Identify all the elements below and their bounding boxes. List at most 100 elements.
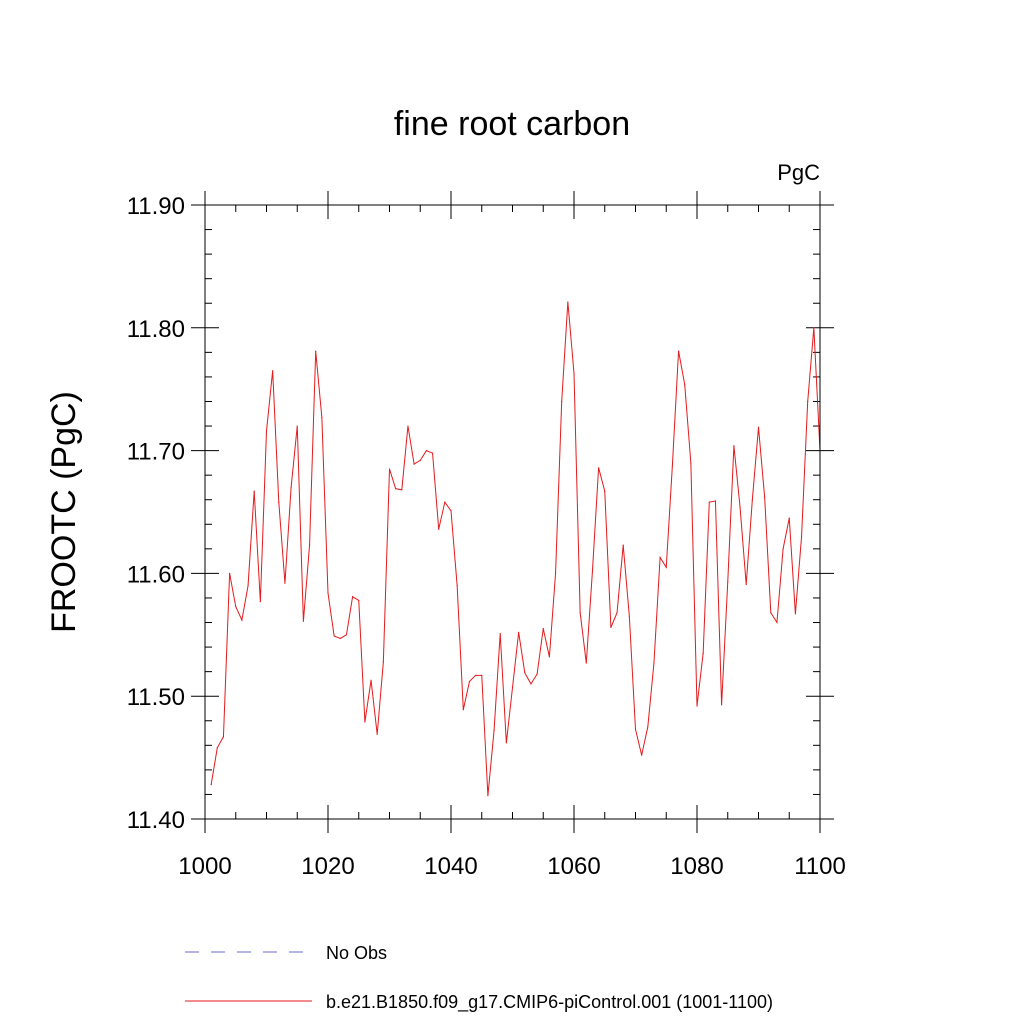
data-point <box>327 592 329 594</box>
data-point <box>493 729 495 732</box>
y-tick-label: 11.60 <box>127 561 185 588</box>
data-points <box>210 301 821 797</box>
y-tick-label: 11.50 <box>127 684 185 711</box>
plot-frame <box>204 204 821 820</box>
data-point <box>401 489 403 491</box>
data-point <box>395 488 397 490</box>
data-point <box>647 726 649 728</box>
chart-title: fine root carbon <box>394 105 630 143</box>
data-point <box>733 445 735 447</box>
data-point <box>333 635 335 637</box>
data-point <box>370 679 372 681</box>
data-point <box>585 662 587 664</box>
data-point <box>604 490 606 492</box>
data-point <box>794 613 797 615</box>
data-point <box>339 637 341 640</box>
data-point <box>407 425 409 427</box>
data-point <box>567 301 569 303</box>
data-point <box>696 705 698 707</box>
y-tick-label: 11.40 <box>127 807 185 834</box>
axis-ticks <box>191 191 834 833</box>
data-point <box>659 556 661 559</box>
data-point <box>345 634 348 636</box>
data-point <box>641 754 643 756</box>
data-point <box>579 612 581 614</box>
data-series-line <box>210 301 821 796</box>
data-point <box>505 742 507 744</box>
data-point <box>253 490 255 492</box>
data-point <box>431 452 434 454</box>
y-axis-label: FROOTC (PgC) <box>45 391 83 633</box>
data-point <box>444 501 446 503</box>
data-point <box>511 687 514 689</box>
y-tick-label: 11.70 <box>127 439 185 466</box>
data-point <box>413 463 415 465</box>
x-tick-label: 1040 <box>424 853 477 880</box>
data-point <box>530 683 532 685</box>
data-point <box>358 599 360 602</box>
data-point <box>388 468 391 470</box>
data-point <box>462 709 464 711</box>
y-tick-labels: 11.40 11.50 11.60 11.70 11.80 11.90 <box>127 193 185 834</box>
data-point <box>721 704 723 706</box>
data-point <box>770 612 772 614</box>
x-tick-label: 1020 <box>301 853 354 880</box>
legend: No Obs b.e21.B1850.f09_g17.CMIP6-piContr… <box>185 943 773 1013</box>
data-point <box>290 486 292 489</box>
data-point <box>302 620 304 622</box>
data-point <box>788 517 790 519</box>
data-point <box>278 501 280 503</box>
data-point <box>714 500 717 502</box>
data-point <box>284 582 286 584</box>
data-point <box>364 721 366 723</box>
data-point <box>456 585 458 587</box>
data-point <box>315 350 317 352</box>
data-point <box>757 426 760 428</box>
data-point <box>382 661 384 663</box>
data-point <box>499 632 501 635</box>
data-point <box>813 327 815 329</box>
legend-label-control: b.e21.B1850.f09_g17.CMIP6-piControl.001 … <box>326 992 773 1013</box>
data-point <box>536 673 538 675</box>
data-point <box>727 581 729 583</box>
data-point <box>739 506 741 508</box>
data-point <box>296 425 298 427</box>
data-point <box>247 585 249 587</box>
data-point <box>419 459 421 462</box>
data-point <box>548 656 551 658</box>
data-point <box>481 674 483 676</box>
data-point <box>665 566 667 568</box>
data-point <box>450 510 452 512</box>
x-tick-label: 1100 <box>794 853 846 880</box>
y-tick-label: 11.90 <box>127 193 185 220</box>
data-point <box>259 601 261 603</box>
data-point <box>524 672 526 674</box>
data-point <box>634 728 637 730</box>
data-point <box>610 626 612 629</box>
data-point <box>628 615 630 617</box>
data-point <box>308 544 311 546</box>
data-point <box>438 528 440 530</box>
data-point <box>677 350 680 352</box>
data-point <box>702 652 704 654</box>
data-point <box>210 784 212 786</box>
data-point <box>573 372 575 374</box>
data-point <box>272 370 274 372</box>
data-point <box>782 548 784 550</box>
y-tick-label: 11.80 <box>127 316 185 343</box>
data-point <box>554 572 557 575</box>
data-point <box>616 612 618 614</box>
x-tick-labels: 1000 1020 1040 1060 1080 1100 <box>178 853 846 880</box>
data-point <box>591 570 594 572</box>
data-point <box>708 501 710 503</box>
data-point <box>800 535 803 538</box>
data-point <box>598 467 600 469</box>
data-point <box>561 400 563 403</box>
data-point <box>321 416 323 419</box>
data-point <box>622 544 624 546</box>
data-point <box>265 430 268 432</box>
x-tick-label: 1080 <box>670 853 723 880</box>
data-point <box>776 621 778 624</box>
data-point <box>653 662 655 664</box>
data-point <box>229 572 231 575</box>
